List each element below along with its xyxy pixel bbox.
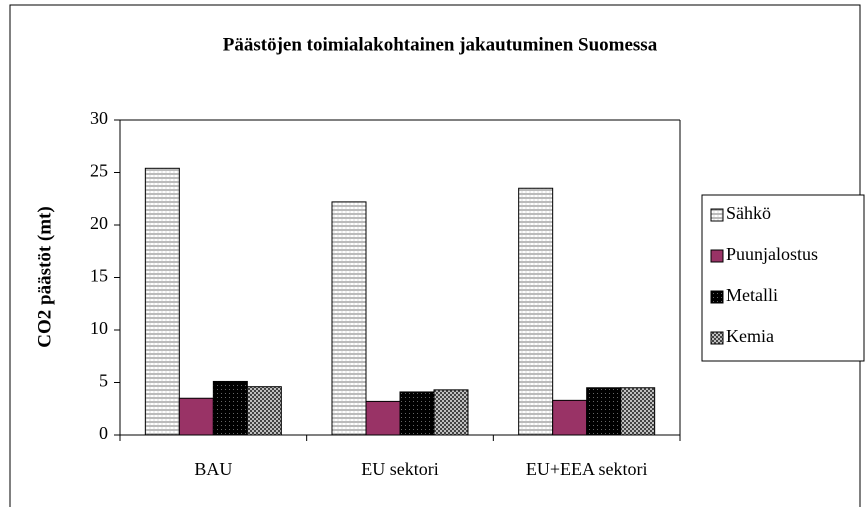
bar [365, 400, 401, 436]
x-tick-label: EU sektori [361, 459, 438, 479]
legend-box [701, 194, 865, 362]
bar [552, 399, 588, 436]
y-tick-label: 10 [90, 318, 108, 338]
chart-title: Päästöjen toimialakohtainen jakautuminen… [223, 34, 658, 55]
y-tick-label: 25 [90, 161, 108, 181]
y-tick-label: 30 [90, 108, 108, 128]
y-axis-label: CO2 päästöt (mt) [34, 206, 55, 347]
legend-label: Puunjalostus [726, 244, 818, 264]
bar [246, 386, 282, 436]
legend-label: Sähkö [726, 203, 771, 223]
legend-swatch [710, 249, 724, 263]
legend-label: Kemia [726, 326, 774, 346]
bar [586, 387, 622, 436]
y-tick-label: 20 [90, 213, 108, 233]
legend-label: Metalli [726, 285, 778, 305]
bar [144, 167, 180, 436]
legend-swatch [710, 208, 724, 222]
bar [331, 201, 367, 436]
bar [518, 187, 554, 436]
y-tick-label: 0 [99, 423, 108, 443]
bar [620, 387, 656, 436]
legend-swatch [710, 290, 724, 304]
bar [433, 389, 469, 436]
bar [178, 397, 214, 436]
bar [399, 391, 435, 436]
x-tick-label: EU+EEA sektori [526, 459, 648, 479]
y-tick-label: 5 [99, 371, 108, 391]
bar [212, 380, 248, 436]
y-tick-label: 15 [90, 266, 108, 286]
legend-swatch [710, 331, 724, 345]
x-tick-label: BAU [194, 459, 232, 479]
